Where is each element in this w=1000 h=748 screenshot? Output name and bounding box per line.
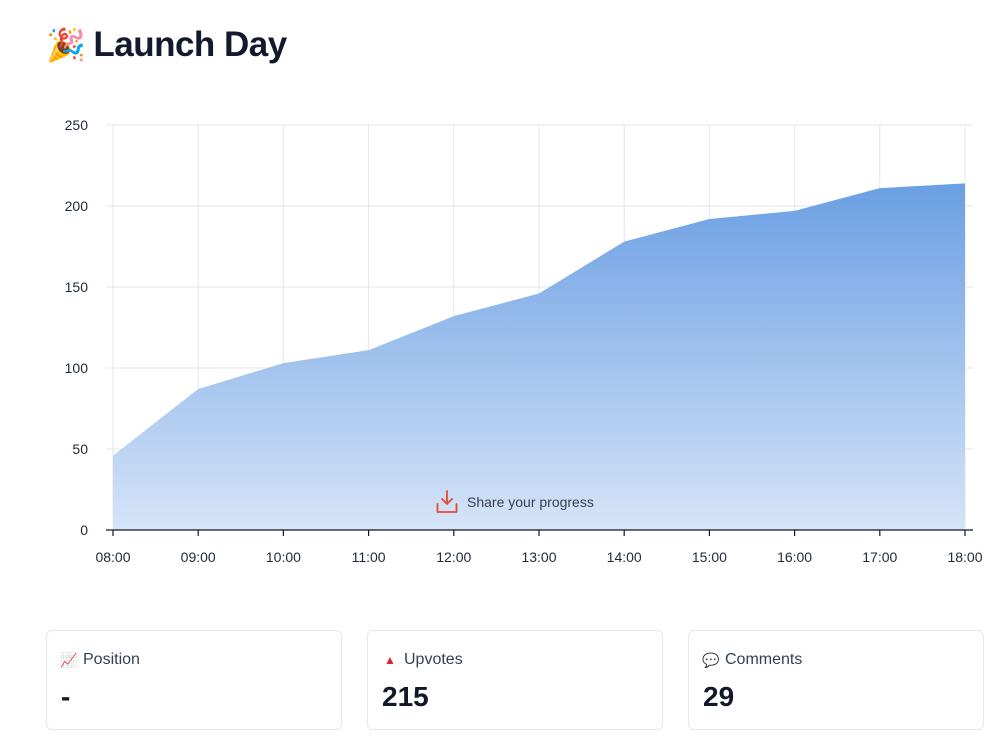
- page-title: 🎉 Launch Day: [46, 22, 287, 68]
- stat-label-row: ▲ Upvotes: [382, 651, 463, 669]
- stat-value: 215: [382, 681, 429, 712]
- speech-bubble-icon: 💬: [702, 651, 720, 668]
- x-tick-label: 10:00: [266, 549, 301, 565]
- x-tick-label: 11:00: [352, 549, 386, 565]
- x-tick-label: 18:00: [947, 549, 982, 565]
- stat-label-row: 📈 Position: [60, 651, 140, 669]
- y-tick-label: 50: [72, 441, 88, 457]
- stat-label-row: 💬 Comments: [702, 651, 803, 669]
- red-triangle-up-icon: ▲: [384, 653, 396, 667]
- y-tick-label: 250: [65, 117, 89, 133]
- stat-value: 29: [703, 681, 735, 712]
- x-tick-label: 16:00: [777, 549, 812, 565]
- x-tick-label: 12:00: [436, 549, 471, 565]
- y-tick-label: 100: [65, 360, 89, 376]
- y-tick-label: 200: [65, 198, 89, 214]
- x-tick-label: 15:00: [692, 549, 727, 565]
- stat-card-position: 📈 Position -: [46, 630, 342, 730]
- launch-day-area-chart: 0 50 100 150 200 250 08:00 09:00 10:00 11:00 12:00…: [65, 117, 983, 565]
- stat-value: -: [61, 681, 71, 712]
- chart-increasing-icon: 📈: [60, 651, 78, 668]
- x-tick-label: 17:00: [862, 549, 897, 565]
- x-tick-label: 09:00: [181, 549, 216, 565]
- share-progress-button[interactable]: Share your progress: [436, 489, 594, 515]
- stat-label: Upvotes: [404, 651, 463, 668]
- stat-card-upvotes: ▲ Upvotes 215: [367, 630, 663, 730]
- share-progress-label: Share your progress: [467, 494, 594, 510]
- y-tick-label: 150: [65, 279, 89, 295]
- x-tick-label: 08:00: [95, 549, 130, 565]
- download-tray-icon: [436, 490, 458, 513]
- x-tick-label: 14:00: [607, 549, 642, 565]
- party-popper-icon: 🎉: [46, 26, 86, 64]
- area-series: [113, 183, 965, 530]
- stat-label: Comments: [725, 651, 803, 668]
- stat-card-comments: 💬 Comments 29: [688, 630, 984, 730]
- x-tick-label: 13:00: [521, 549, 556, 565]
- y-tick-label: 0: [80, 522, 88, 538]
- stat-label: Position: [83, 651, 140, 668]
- page-title-text: Launch Day: [93, 25, 287, 64]
